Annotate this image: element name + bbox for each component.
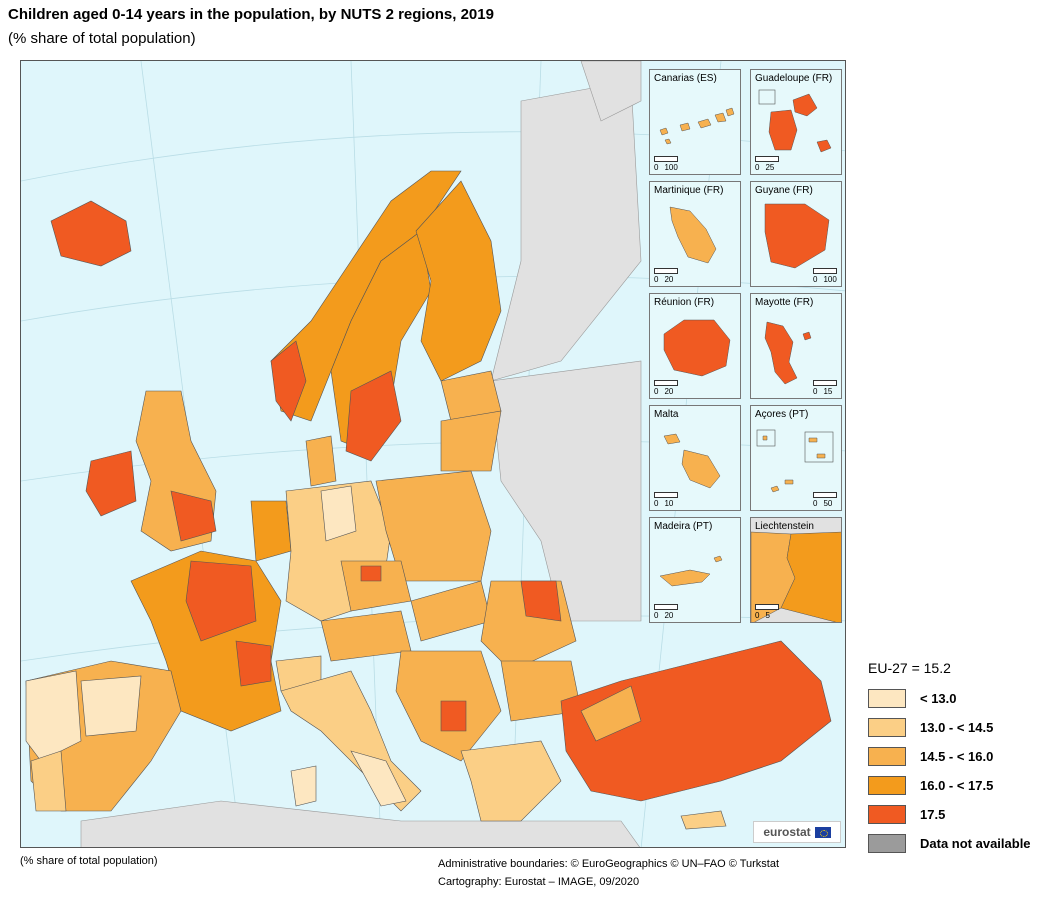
inset-map: [663, 319, 731, 377]
legend-item: 17.5: [868, 800, 1058, 829]
inset-map: [663, 433, 721, 489]
footnote-right: Administrative boundaries: © EuroGeograp…: [438, 855, 779, 891]
legend-item: 16.0 - < 17.5: [868, 771, 1058, 800]
inset-map: [758, 89, 832, 153]
boundaries-credit: Administrative boundaries: © EuroGeograp…: [438, 858, 780, 870]
inset-label: Mayotte (FR): [755, 297, 814, 308]
scale-bar: 0 15: [813, 380, 837, 396]
map-title: Children aged 0-14 years in the populati…: [8, 6, 494, 23]
inset-label: Réunion (FR): [654, 297, 715, 308]
legend-item: 14.5 - < 16.0: [868, 742, 1058, 771]
inset-martinique: Martinique (FR) 0 20: [649, 181, 741, 287]
inset-map: [659, 107, 735, 145]
legend-item: Data not available: [868, 829, 1058, 858]
inset-guadeloupe: Guadeloupe (FR) 0 25: [750, 69, 842, 175]
inset-map: [764, 321, 812, 385]
inset-label: Canarias (ES): [654, 73, 717, 84]
inset-label: Liechtenstein: [755, 521, 814, 532]
legend-swatch: [868, 689, 906, 708]
legend-label: 17.5: [920, 807, 946, 822]
cartography-credit: Cartography: Eurostat – IMAGE, 09/2020: [438, 876, 640, 888]
legend-item: < 13.0: [868, 684, 1058, 713]
scale-bar: 0 10: [654, 492, 678, 508]
scale-bar: 0 20: [654, 380, 678, 396]
eu-flag-icon: [814, 826, 831, 838]
inset-guyane: Guyane (FR) 0 100: [750, 181, 842, 287]
footnote-left: (% share of total population): [20, 855, 158, 867]
inset-map: [659, 555, 723, 587]
scale-bar: 0 100: [654, 156, 678, 172]
scale-bar: 0 20: [654, 268, 678, 284]
legend-label: Data not available: [920, 836, 1031, 851]
inset-madeira: Madeira (PT) 0 20: [649, 517, 741, 623]
legend-label: 16.0 - < 17.5: [920, 778, 994, 793]
legend-eu-value: EU-27 = 15.2: [868, 660, 951, 676]
inset-acores: Açores (PT) 0 50: [750, 405, 842, 511]
inset-mayotte: Mayotte (FR) 0 15: [750, 293, 842, 399]
inset-map: [756, 429, 834, 493]
legend-label: 14.5 - < 16.0: [920, 749, 994, 764]
inset-label: Guadeloupe (FR): [755, 73, 833, 84]
legend-label: 13.0 - < 14.5: [920, 720, 994, 735]
scale-bar: 0 25: [755, 156, 779, 172]
inset-label: Guyane (FR): [755, 185, 813, 196]
legend-item: 13.0 - < 14.5: [868, 713, 1058, 742]
scale-bar: 0 100: [813, 268, 837, 284]
legend: EU-27 = 15.2 < 13.0 13.0 - < 14.5 14.5 - <…: [868, 660, 1058, 858]
scale-bar: 0 50: [813, 492, 837, 508]
legend-swatch: [868, 718, 906, 737]
legend-swatch: [868, 776, 906, 795]
legend-label: < 13.0: [920, 691, 957, 706]
inset-label: Malta: [654, 409, 679, 420]
inset-malta: Malta 0 10: [649, 405, 741, 511]
eurostat-logo: eurostat: [753, 821, 841, 843]
inset-reunion: Réunion (FR) 0 20: [649, 293, 741, 399]
europe-map-svg: [21, 61, 845, 847]
inset-canarias: Canarias (ES) 0 100: [649, 69, 741, 175]
inset-map: [764, 203, 830, 269]
map-subtitle: (% share of total population): [8, 30, 196, 47]
main-map: Canarias (ES) 0 100 Guadeloupe (FR) 0 25 M…: [20, 60, 846, 848]
inset-label: Martinique (FR): [654, 185, 724, 196]
legend-swatch: [868, 747, 906, 766]
inset-map: [751, 531, 841, 622]
scale-bar: 0 20: [654, 604, 678, 620]
inset-label: Açores (PT): [755, 409, 809, 420]
legend-swatch: [868, 834, 906, 853]
inset-label: Madeira (PT): [654, 521, 713, 532]
inset-map: [669, 206, 717, 264]
legend-swatch: [868, 805, 906, 824]
